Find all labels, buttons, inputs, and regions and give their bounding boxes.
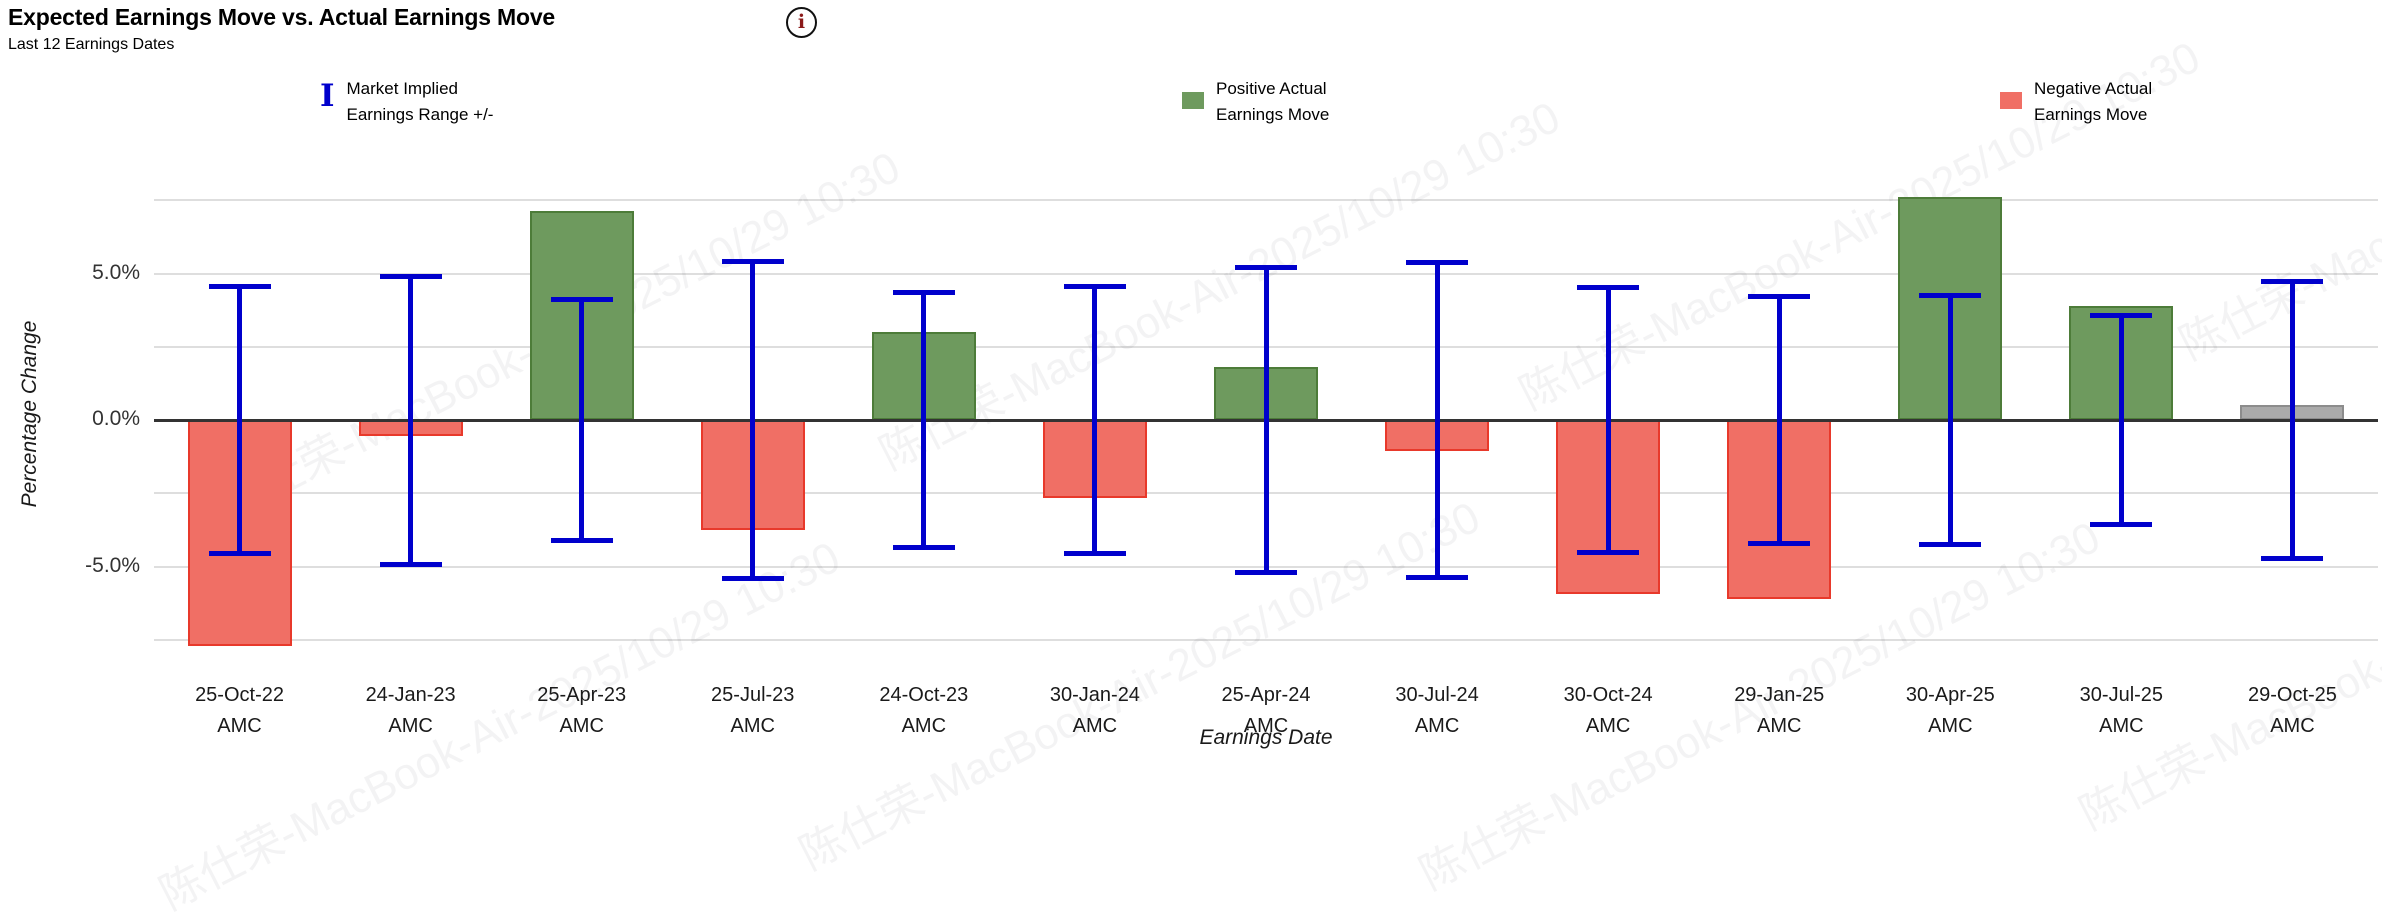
x-tick-label: 30-Jul-25 AMC [2079, 684, 2164, 737]
x-tick-label: 30-Jan-24 AMC [1049, 684, 1140, 737]
y-tick-label: 0.0% [92, 407, 140, 430]
implied-range-line[interactable] [1434, 260, 1440, 580]
implied-range-cap-top[interactable] [721, 258, 784, 264]
implied-range-line[interactable] [1092, 283, 1098, 557]
implied-range-line[interactable] [921, 289, 927, 551]
implied-range-line[interactable] [1947, 292, 1953, 548]
implied-range-cap-bottom[interactable] [1919, 542, 1982, 548]
x-axis-title: Earnings Date [1199, 726, 1333, 749]
implied-range-icon: I [320, 78, 335, 114]
implied-range-line[interactable] [1263, 264, 1269, 576]
legend-label: Negative Actual Earnings Move [2034, 79, 2153, 124]
y-tick-label: 5.0% [92, 260, 140, 284]
implied-range-line[interactable] [408, 273, 414, 567]
page-title: Expected Earnings Move vs. Actual Earnin… [8, 4, 556, 30]
implied-range-cap-top[interactable] [1919, 292, 1982, 298]
legend-item-implied-range: I Market Implied Earnings Range +/- [320, 76, 493, 128]
implied-range-cap-top[interactable] [1406, 260, 1469, 266]
implied-range-line[interactable] [1605, 285, 1611, 555]
page-subtitle: Last 12 Earnings Dates [8, 36, 175, 53]
legend-label: Positive Actual Earnings Move [1216, 79, 1330, 124]
plot-area: 陈仕荣-MacBook-Air-2025/10/29 10:30 陈仕荣-MacB… [85, 0, 2382, 919]
negative-move-swatch-icon [2000, 92, 2022, 109]
implied-range-cap-top[interactable] [2090, 313, 2153, 319]
info-icon[interactable]: i [786, 7, 817, 38]
implied-range-line[interactable] [579, 296, 585, 544]
x-tick-label: 25-Apr-23 AMC [537, 684, 627, 737]
implied-range-cap-bottom[interactable] [379, 561, 442, 567]
y-tick-label: -5.0% [85, 553, 140, 577]
x-tick-label: 29-Oct-25 AMC [2247, 684, 2337, 737]
implied-range-cap-top[interactable] [550, 296, 613, 302]
implied-range-cap-bottom[interactable] [1063, 551, 1126, 557]
x-tick-label: 24-Oct-23 AMC [879, 684, 969, 737]
implied-range-cap-bottom[interactable] [1406, 574, 1469, 580]
x-tick-label: 30-Oct-24 AMC [1563, 684, 1653, 737]
watermark-text: 陈仕荣-MacBook-Air-2025/10/29 10:30 [2072, 453, 2382, 840]
implied-range-cap-bottom[interactable] [1748, 540, 1811, 546]
x-tick-label: 25-Jul-23 AMC [711, 684, 795, 737]
implied-range-cap-bottom[interactable] [721, 576, 784, 582]
x-tick-label: 25-Apr-24 AMC [1221, 684, 1311, 737]
x-tick-label: 25-Oct-22 AMC [195, 684, 284, 737]
legend-item-positive-move: Positive Actual Earnings Move [1182, 76, 1329, 128]
gridline [154, 638, 2378, 641]
implied-range-cap-bottom[interactable] [892, 545, 955, 551]
implied-range-cap-top[interactable] [1577, 285, 1640, 291]
watermark-text: 陈仕荣-MacBook-Air-2025/10/29 10:30 [2172, 0, 2382, 370]
implied-range-cap-bottom[interactable] [208, 551, 271, 557]
implied-range-cap-top[interactable] [1235, 264, 1297, 270]
implied-range-cap-top[interactable] [2261, 279, 2324, 285]
implied-range-cap-bottom[interactable] [2090, 521, 2153, 527]
x-tick-label: 30-Jul-24 AMC [1395, 684, 1479, 737]
implied-range-line[interactable] [1776, 294, 1782, 546]
implied-range-line[interactable] [2118, 313, 2124, 527]
implied-range-cap-bottom[interactable] [550, 538, 613, 544]
implied-range-cap-top[interactable] [208, 283, 271, 289]
positive-move-swatch-icon [1182, 92, 1204, 109]
info-icon-glyph: i [797, 11, 806, 33]
legend-item-negative-move: Negative Actual Earnings Move [2000, 76, 2152, 128]
x-tick-label: 24-Jan-23 AMC [365, 684, 456, 737]
gridline [154, 199, 2378, 202]
implied-range-cap-bottom[interactable] [1235, 570, 1297, 576]
implied-range-cap-top[interactable] [892, 289, 955, 295]
x-tick-label: 29-Jan-25 AMC [1734, 684, 1825, 737]
implied-range-line[interactable] [750, 258, 756, 582]
implied-range-cap-top[interactable] [1063, 283, 1126, 289]
x-tick-label: 30-Apr-25 AMC [1905, 684, 1995, 737]
implied-range-line[interactable] [237, 283, 243, 557]
implied-range-cap-top[interactable] [1748, 294, 1811, 299]
implied-range-line[interactable] [2289, 279, 2295, 561]
implied-range-cap-bottom[interactable] [1577, 549, 1640, 555]
legend-label: Market Implied Earnings Range +/- [346, 79, 494, 124]
implied-range-cap-top[interactable] [379, 273, 442, 279]
implied-range-cap-bottom[interactable] [2261, 555, 2324, 561]
